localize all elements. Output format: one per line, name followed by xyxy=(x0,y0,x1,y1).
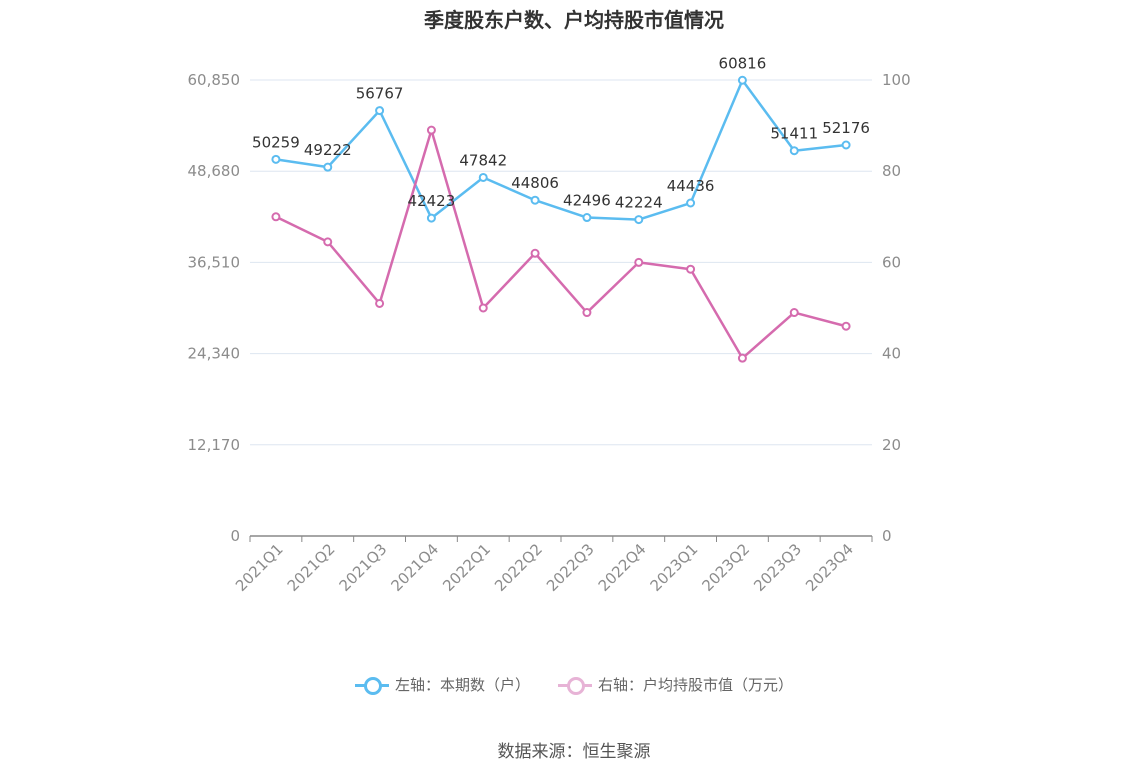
left-series-point xyxy=(634,215,644,225)
x-axis-tick-label: 2021Q3 xyxy=(336,540,391,595)
left-axis-tick-label: 48,680 xyxy=(188,162,241,180)
data-label: 56767 xyxy=(356,85,404,103)
right-series-point xyxy=(582,308,592,318)
legend-label-left: 左轴：本期数（户） xyxy=(394,676,530,694)
legend-item-right-series[interactable]: 右轴：户均持股市值（万元） xyxy=(558,674,793,695)
left-series-point xyxy=(530,195,540,205)
left-series-line xyxy=(275,79,847,221)
x-axis-tick-label: 2022Q4 xyxy=(595,540,650,595)
right-series-point xyxy=(323,237,333,247)
data-label: 60816 xyxy=(719,54,767,72)
right-series-point xyxy=(634,257,644,267)
left-axis-tick-label: 60,850 xyxy=(188,71,241,89)
left-series-point xyxy=(841,140,851,150)
left-series-point xyxy=(737,75,747,85)
right-axis-tick-label: 80 xyxy=(882,162,901,180)
right-series-point xyxy=(789,308,799,318)
left-axis-tick-label: 36,510 xyxy=(188,253,241,271)
right-series-point xyxy=(271,212,281,222)
right-axis-tick-label: 20 xyxy=(882,436,901,454)
x-axis-tick-label: 2021Q2 xyxy=(284,540,339,595)
data-label: 44806 xyxy=(511,174,559,192)
data-label: 50259 xyxy=(252,133,300,151)
x-axis-tick-label: 2023Q1 xyxy=(647,540,702,595)
legend-swatch-right xyxy=(558,675,592,695)
right-axis-tick-label: 100 xyxy=(882,71,911,89)
left-series-point xyxy=(426,213,436,223)
left-axis-tick-label: 24,340 xyxy=(188,345,241,363)
x-axis-tick-label: 2022Q3 xyxy=(543,540,598,595)
right-series-point xyxy=(686,264,696,274)
left-axis-tick-label: 12,170 xyxy=(188,436,241,454)
right-series-point xyxy=(478,303,488,313)
data-label: 47842 xyxy=(459,151,507,169)
chart-legend: 左轴：本期数（户） 右轴：户均持股市值（万元） xyxy=(0,674,1148,695)
x-axis-tick-label: 2023Q3 xyxy=(750,540,805,595)
data-label: 42224 xyxy=(615,194,663,212)
data-label: 44436 xyxy=(667,177,715,195)
left-series-point xyxy=(478,172,488,182)
right-axis-tick-label: 60 xyxy=(882,253,901,271)
x-axis-tick-label: 2021Q1 xyxy=(232,540,287,595)
x-axis-tick-label: 2022Q1 xyxy=(439,540,494,595)
right-axis-tick-label: 0 xyxy=(882,527,892,545)
data-label: 42423 xyxy=(408,192,456,210)
legend-label-right: 右轴：户均持股市值（万元） xyxy=(598,676,794,694)
left-axis-tick-label: 0 xyxy=(230,527,240,545)
legend-swatch-left xyxy=(354,675,389,695)
chart-title: 季度股东户数、户均持股市值情况 xyxy=(424,8,724,32)
right-axis-tick-label: 40 xyxy=(882,345,901,363)
left-series-point xyxy=(582,213,592,223)
left-series-point xyxy=(271,154,281,164)
right-series-point xyxy=(426,125,436,135)
data-label: 49222 xyxy=(304,141,352,159)
data-label: 52176 xyxy=(822,119,870,137)
right-series-point xyxy=(530,248,540,258)
left-series-point xyxy=(686,198,696,208)
right-series-point xyxy=(375,298,385,308)
right-series-line xyxy=(275,128,847,360)
x-axis-tick-label: 2022Q2 xyxy=(491,540,546,595)
right-series-point xyxy=(737,353,747,363)
data-label: 51411 xyxy=(770,125,818,143)
x-axis-tick-label: 2021Q4 xyxy=(387,540,442,595)
data-label: 42496 xyxy=(563,192,611,210)
right-series-point xyxy=(841,321,851,331)
x-axis-tick-label: 2023Q2 xyxy=(698,540,753,595)
x-axis-tick-label: 2023Q4 xyxy=(802,540,857,595)
left-series-point xyxy=(789,146,799,156)
legend-item-left-series[interactable]: 左轴：本期数（户） xyxy=(354,674,530,695)
left-series-point xyxy=(323,162,333,172)
left-series-point xyxy=(375,106,385,116)
data-source-note: 数据来源：恒生聚源 xyxy=(497,742,651,762)
